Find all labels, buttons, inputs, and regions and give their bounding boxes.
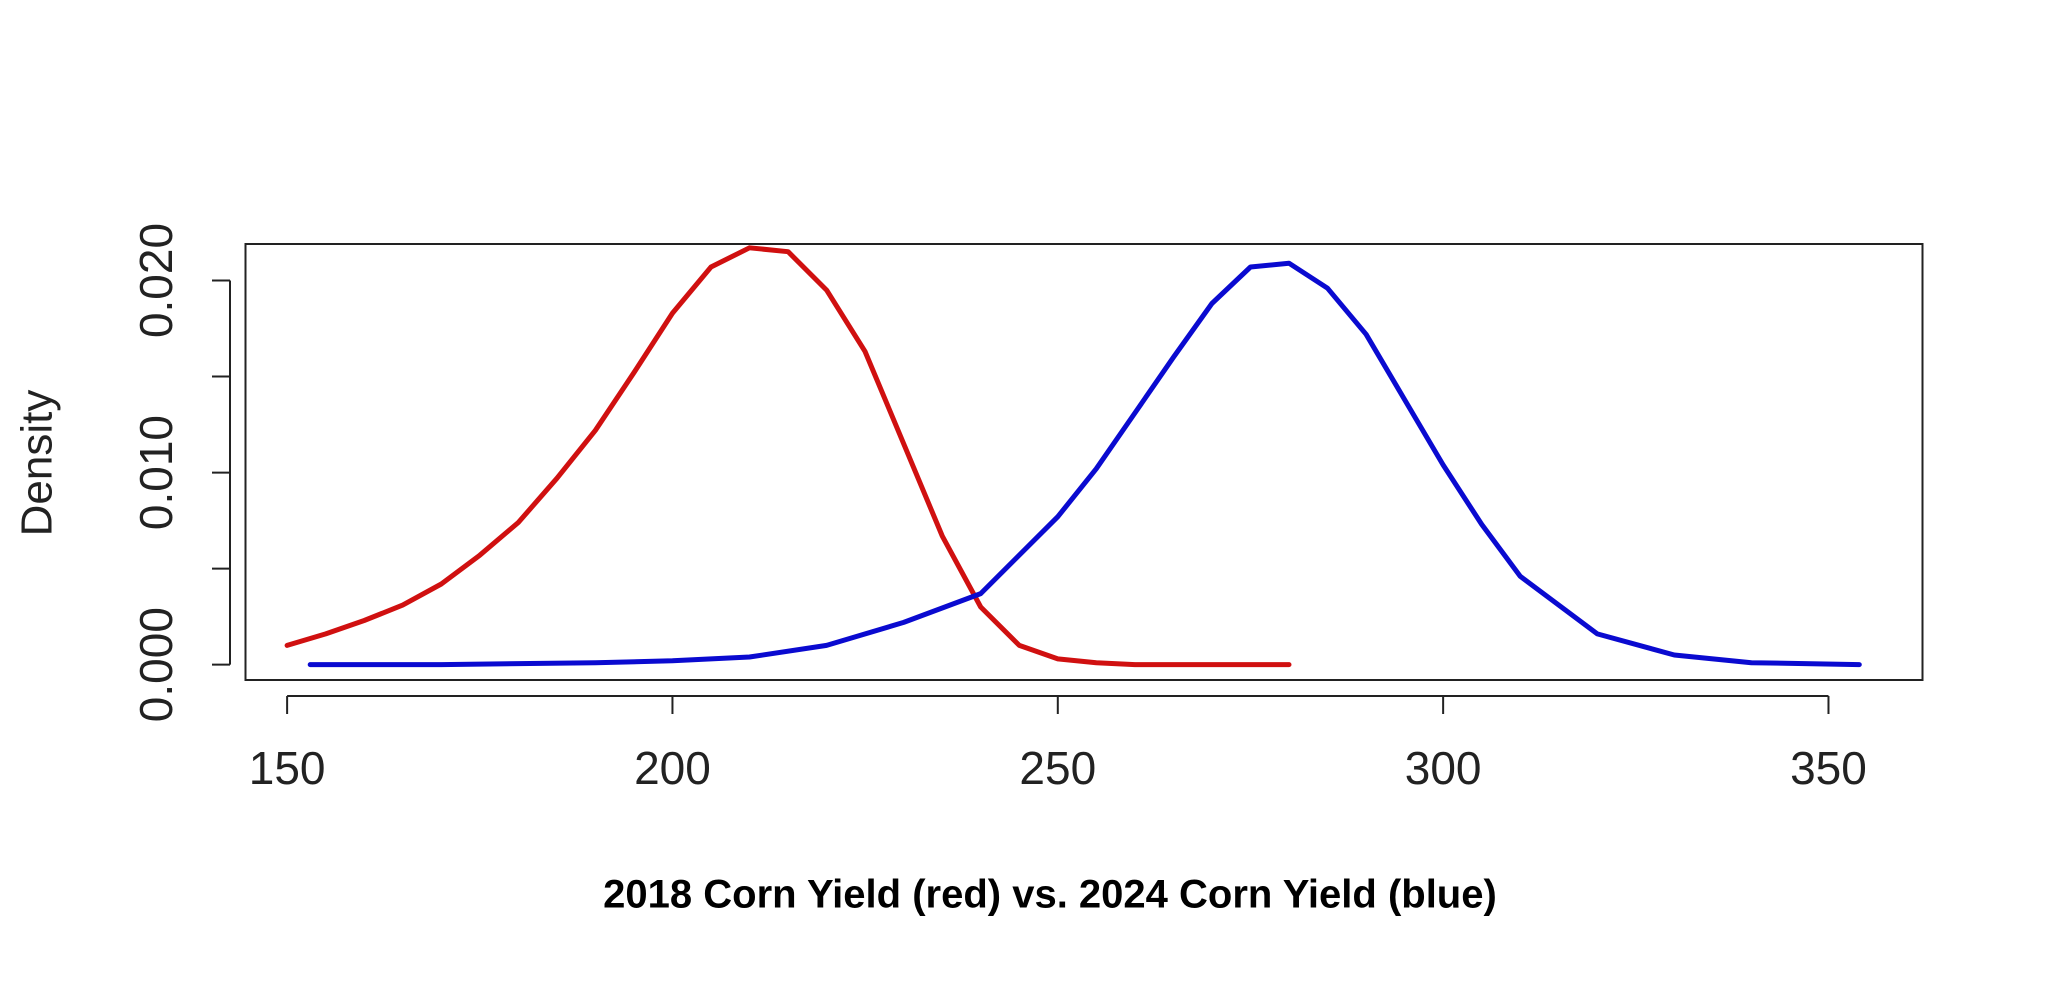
y-tick-label: 0.020 xyxy=(130,223,182,338)
density-line xyxy=(307,260,1862,668)
y-tick-label: 0.010 xyxy=(130,415,182,530)
x-tick-label: 250 xyxy=(1019,742,1096,794)
density-line xyxy=(284,245,1292,668)
x-tick-label: 200 xyxy=(634,742,711,794)
x-tick-label: 150 xyxy=(249,742,326,794)
x-axis-title: 2018 Corn Yield (red) vs. 2024 Corn Yiel… xyxy=(603,873,1497,917)
y-tick-label: 0.000 xyxy=(130,607,182,722)
y-axis-title: Density xyxy=(13,390,62,537)
plot-frame xyxy=(244,243,1924,681)
x-tick-label: 300 xyxy=(1405,742,1482,794)
x-tick-label: 350 xyxy=(1790,742,1867,794)
